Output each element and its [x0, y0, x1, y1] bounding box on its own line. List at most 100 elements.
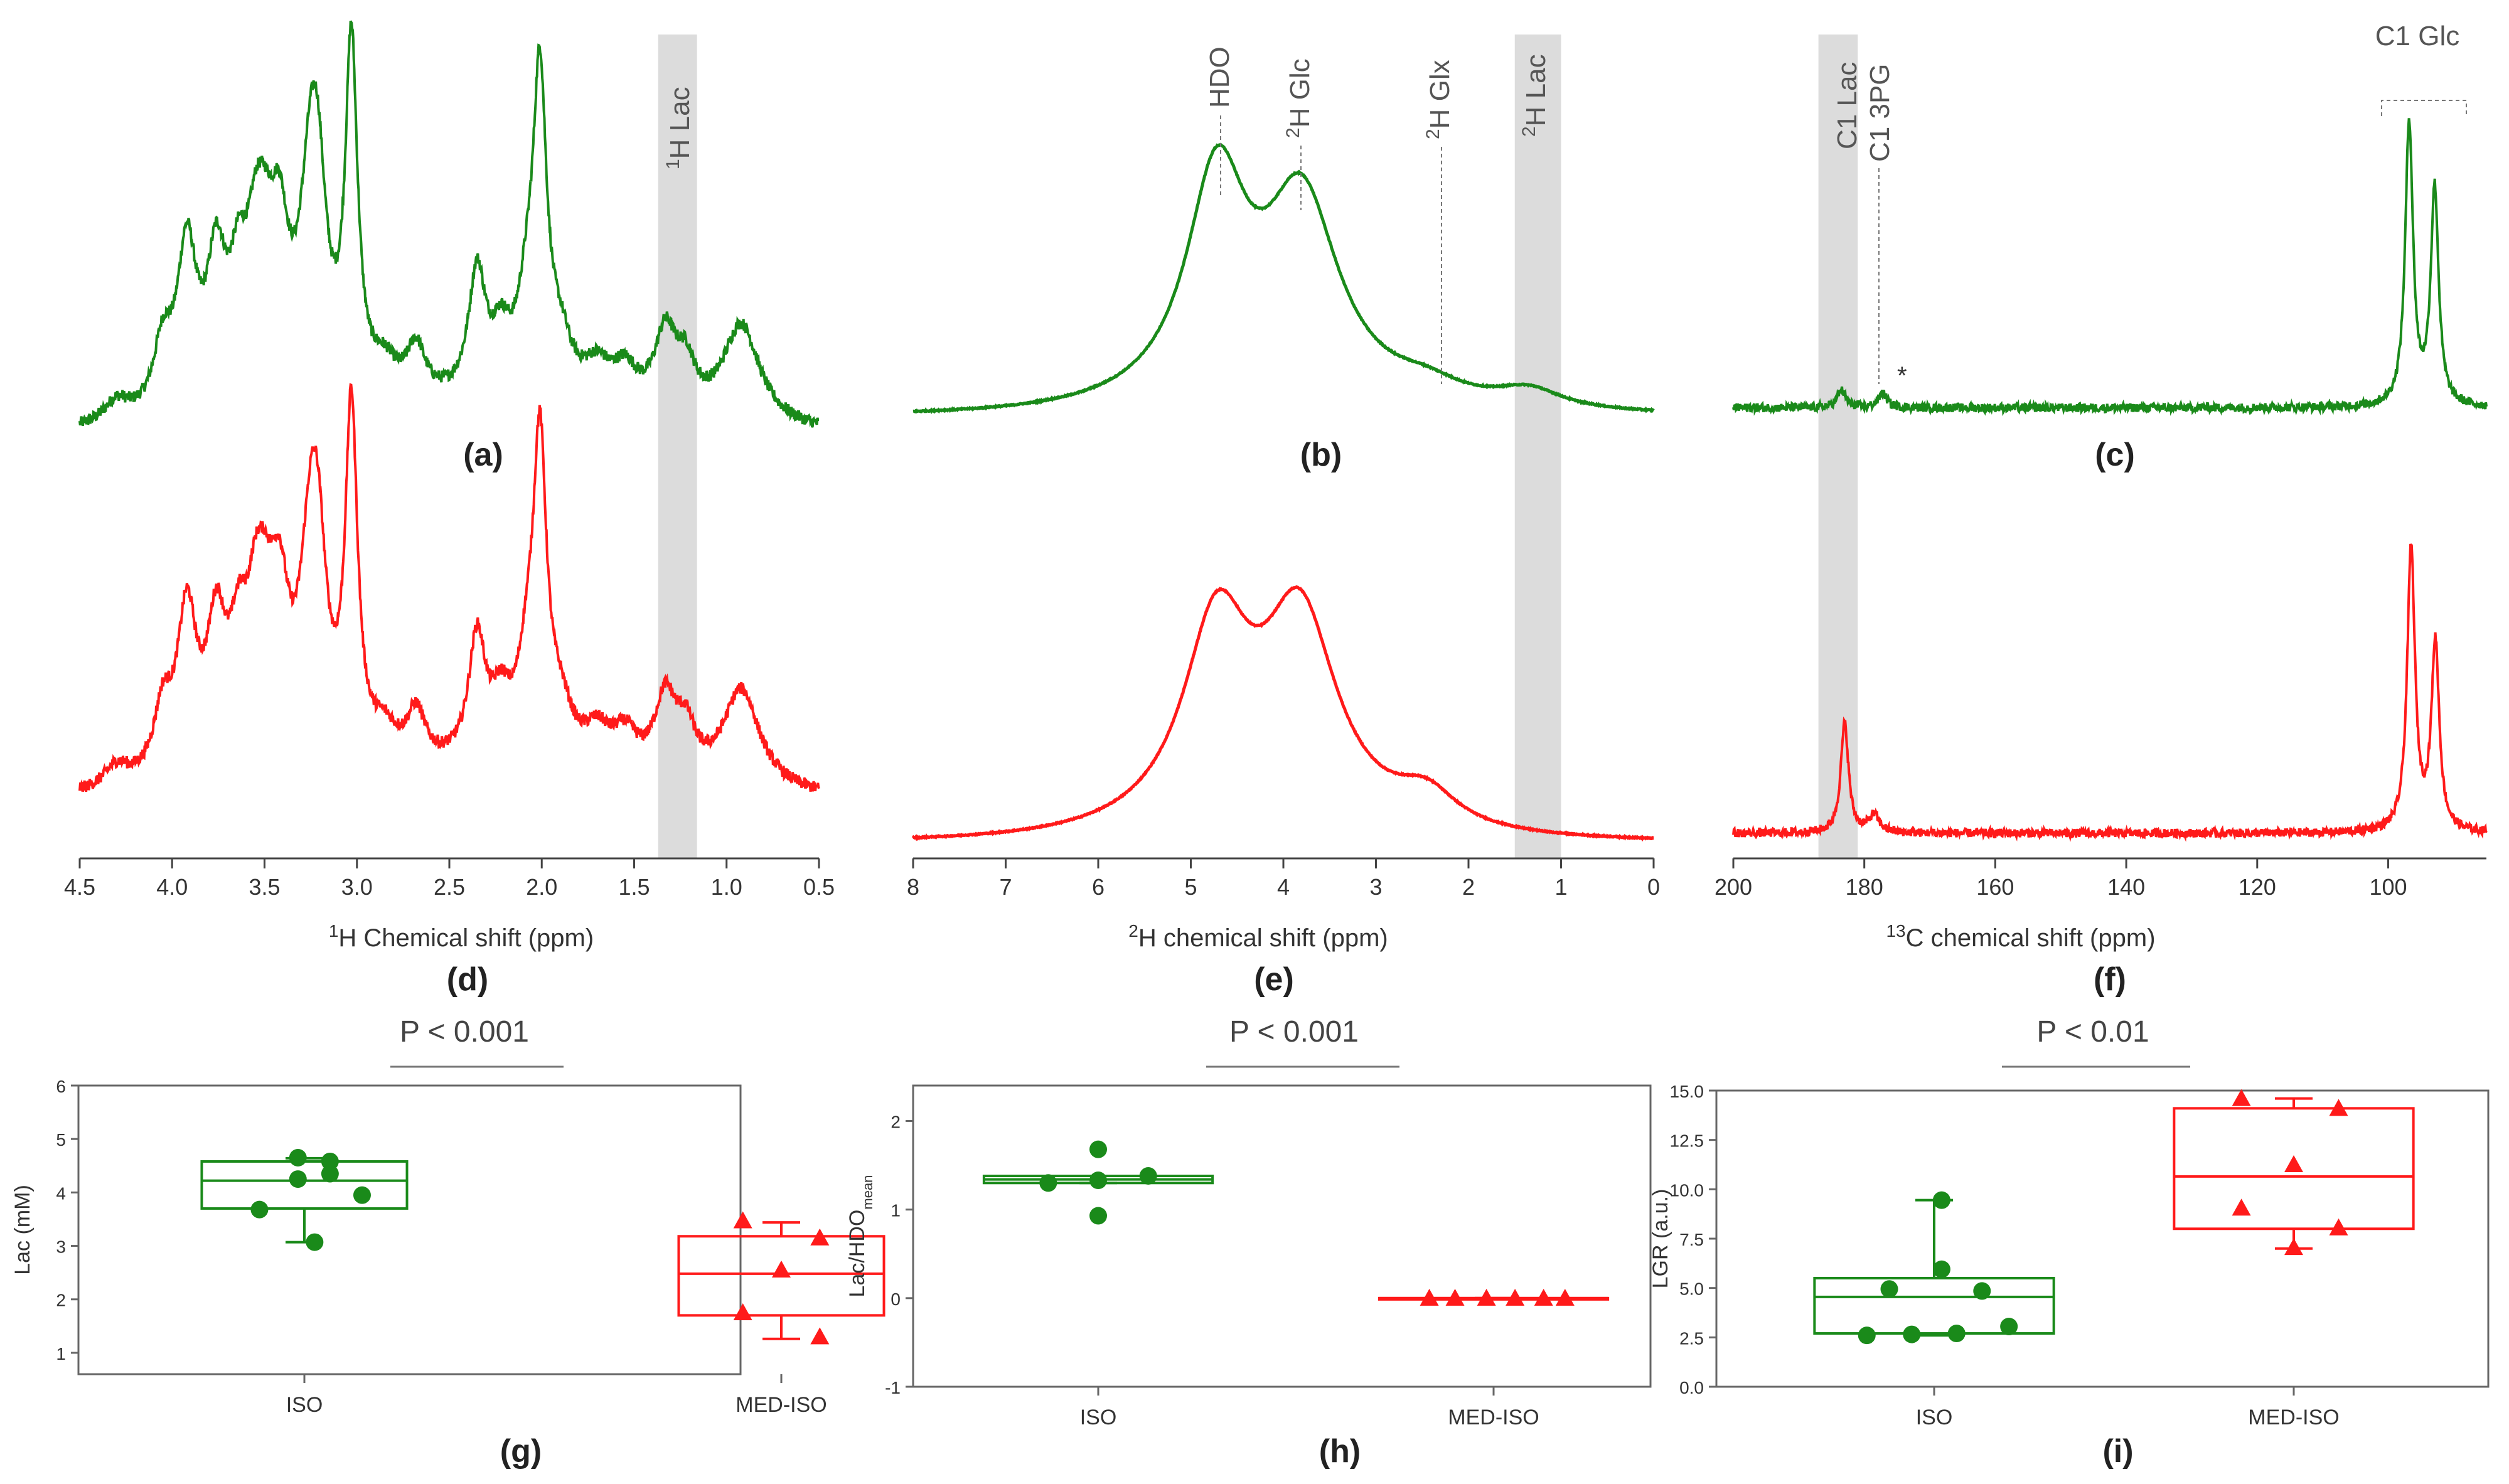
data-point-iso [1880, 1280, 1898, 1298]
data-point-iso [289, 1149, 307, 1166]
box-plot-lac-hdo: -1 0 1 2 Lac/HDOmean ISO MED-ISO [845, 1084, 1652, 1429]
tick-label: 4.5 [64, 874, 95, 900]
category-label: ISO [1080, 1406, 1117, 1429]
tick-label: 3.0 [341, 874, 373, 900]
category-label: MED-ISO [736, 1393, 827, 1417]
tick-label: 3.5 [249, 874, 280, 900]
y-tick-label: 15.0 [1670, 1082, 1704, 1101]
data-point-med-iso [1534, 1288, 1553, 1306]
data-point-med-iso [810, 1228, 830, 1246]
panel-label-f: (f) [2094, 961, 2126, 998]
tick-label: 1.0 [711, 874, 742, 900]
box-iqr [1813, 1276, 2055, 1335]
spectrum-1h-med-iso-line [78, 383, 820, 793]
tick-label: 100 [2369, 874, 2407, 900]
tick-label: 120 [2239, 874, 2276, 900]
data-point-iso [353, 1186, 371, 1204]
spectrum-2h-iso-line [912, 142, 1655, 414]
category-label: MED-ISO [2248, 1406, 2339, 1429]
y-tick-label: 2 [56, 1291, 66, 1310]
y-tick-label: 7.5 [1679, 1230, 1704, 1249]
tick-label: 2.0 [526, 874, 557, 900]
y-tick-label: 10.0 [1670, 1180, 1704, 1200]
tick-label: 3 [1369, 874, 1382, 900]
data-point-iso [1858, 1327, 1876, 1345]
lac-highlight-band-1h [658, 35, 697, 858]
peak-label-2h-glx: 2H Glx [1423, 60, 1456, 139]
lac-highlight-band-13c [1818, 35, 1858, 858]
data-point-med-iso [2232, 1089, 2251, 1106]
box-iqr [677, 1235, 885, 1317]
p-value-h: P < 0.001 [1229, 1015, 1359, 1049]
tick-label: 2.5 [434, 874, 465, 900]
x-axis-2h: 8 7 6 5 4 3 2 1 0 [907, 857, 1660, 900]
panel-label-h: (h) [1319, 1433, 1361, 1470]
data-point-med-iso [810, 1327, 830, 1345]
data-point-iso [289, 1170, 307, 1188]
plot-frame [1715, 1089, 2490, 1388]
tick-label: 7 [999, 874, 1012, 900]
category-label: MED-ISO [1448, 1406, 1539, 1429]
peak-label-c1-glc: C1 Glc [2375, 21, 2459, 51]
y-tick-label: 0.0 [1679, 1378, 1704, 1397]
tick-label: 6 [1092, 874, 1105, 900]
p-value-g: P < 0.001 [400, 1015, 529, 1049]
peak-label-1h-lac: 1H Lac [663, 87, 696, 169]
tick-label: 140 [2107, 874, 2145, 900]
y-axis-label: LGR (a.u.) [1649, 1189, 1672, 1289]
data-point-med-iso [2284, 1238, 2303, 1256]
data-point-iso [1089, 1172, 1107, 1190]
peak-label-star: * [1897, 362, 1907, 390]
peak-label-c1-3pg: C1 3PG [1864, 63, 1895, 162]
data-point-med-iso [733, 1303, 752, 1321]
plot-frame [77, 1084, 742, 1375]
data-point-iso [306, 1233, 324, 1251]
tick-label: 8 [907, 874, 919, 900]
panel-label-b: (b) [1300, 437, 1342, 473]
box-plot-lgr: 0.0 2.5 5.0 7.5 10.0 12.5 15.0 LGR (a.u.) ISO MED… [1649, 1082, 2490, 1429]
data-point-med-iso [2329, 1099, 2348, 1116]
panel-label-c: (c) [2095, 437, 2135, 473]
spectrum-1h-iso-line [78, 20, 820, 428]
box-plot-lac: 1 2 3 4 5 6 Lac (mM) ISO MED-ISO [11, 1077, 885, 1417]
data-point-med-iso [1506, 1288, 1525, 1306]
tick-label: 5 [1184, 874, 1197, 900]
panel-label-g: (g) [500, 1433, 542, 1470]
data-point-med-iso [2284, 1155, 2303, 1172]
category-label: ISO [286, 1393, 323, 1417]
data-point-iso [250, 1200, 269, 1219]
data-point-iso [1903, 1325, 1921, 1343]
y-tick-label: 6 [56, 1077, 66, 1096]
tick-label: 0 [1647, 874, 1660, 900]
bracket-c1-glc [2381, 100, 2467, 116]
tick-label: 160 [1976, 874, 2014, 900]
peak-label-2h-glc: 2H Glc [1283, 58, 1316, 138]
data-point-med-iso [2329, 1218, 2348, 1236]
data-point-iso [1947, 1325, 1966, 1343]
tick-label: 4 [1277, 874, 1290, 900]
y-tick-label: 12.5 [1670, 1131, 1704, 1151]
x-axis-1h: 4.5 4.0 3.5 3.0 2.5 2.0 1.5 1.0 0.5 [64, 857, 835, 900]
y-axis-label: Lac (mM) [11, 1185, 35, 1275]
tick-label: 200 [1715, 874, 1752, 900]
peak-label-c1-lac: C1 Lac [1832, 62, 1863, 149]
tick-label: 0.5 [803, 874, 835, 900]
spectrum-13c-med-iso-line [1732, 543, 2488, 842]
panel-label-a: (a) [463, 437, 503, 473]
y-tick-label: 1 [891, 1201, 901, 1220]
y-tick-label: 5 [56, 1130, 66, 1150]
tick-label: 1 [1554, 874, 1567, 900]
category-label: ISO [1916, 1406, 1953, 1429]
data-point-iso [1139, 1167, 1157, 1185]
data-point-iso [1932, 1191, 1950, 1209]
y-tick-label: -1 [885, 1378, 901, 1397]
peak-label-2h-lac: 2H Lac [1519, 54, 1552, 137]
p-value-i: P < 0.01 [2036, 1015, 2149, 1049]
data-point-med-iso [1420, 1288, 1439, 1306]
spectrum-2h-med-iso-line [911, 585, 1654, 842]
data-point-iso [1973, 1282, 1991, 1300]
y-tick-label: 4 [56, 1183, 66, 1203]
y-tick-label: 2 [891, 1112, 901, 1131]
data-point-iso [1089, 1207, 1107, 1225]
x-axis-label-13c: 13C chemical shift (ppm) [1886, 921, 2155, 953]
